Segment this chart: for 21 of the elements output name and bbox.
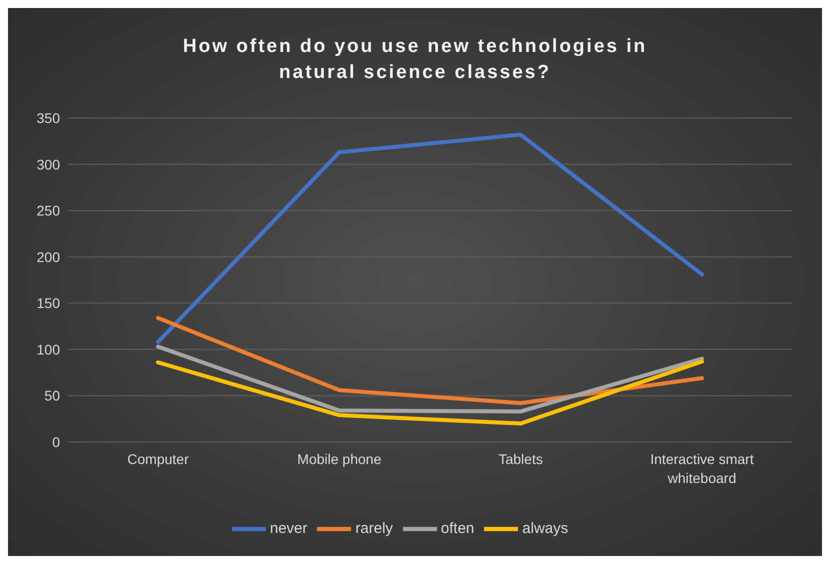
- chart-title: How often do you use new technologies in natural science classes?: [182, 35, 648, 85]
- y-tick-label: 150: [36, 295, 60, 312]
- y-tick-label: 200: [36, 248, 60, 265]
- line-series: [156, 132, 704, 344]
- legend-label: rarely: [355, 520, 393, 537]
- legend-label: never: [270, 520, 308, 537]
- y-tick-label: 250: [36, 202, 60, 219]
- line-series: [156, 316, 704, 406]
- legend-label: often: [440, 520, 474, 537]
- line-series: [156, 344, 704, 414]
- legend-label: always: [522, 520, 568, 537]
- y-tick-label: 350: [36, 110, 60, 126]
- y-tick-label: 0: [52, 434, 60, 450]
- y-tick-label: 50: [44, 388, 60, 404]
- x-tick-label: Computer: [127, 451, 190, 467]
- x-tick-label: Interactive smart whiteboard: [650, 451, 754, 486]
- line-series: [156, 359, 704, 426]
- x-tick-label: Tablets: [498, 451, 543, 467]
- y-tick-label: 100: [36, 341, 60, 358]
- y-tick-label: 300: [36, 156, 60, 172]
- x-tick-label: Mobile phone: [297, 451, 382, 467]
